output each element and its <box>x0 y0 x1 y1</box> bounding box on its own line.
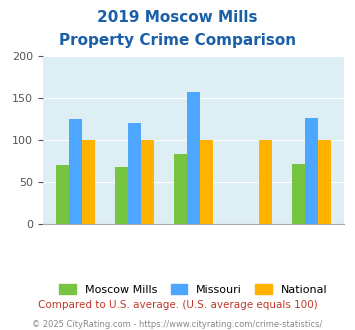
Bar <box>56 166 69 224</box>
Bar <box>174 154 187 224</box>
Text: © 2025 CityRating.com - https://www.cityrating.com/crime-statistics/: © 2025 CityRating.com - https://www.city… <box>32 320 323 329</box>
Text: Compared to U.S. average. (U.S. average equals 100): Compared to U.S. average. (U.S. average … <box>38 300 317 310</box>
Bar <box>128 123 141 224</box>
Text: Property Crime Comparison: Property Crime Comparison <box>59 33 296 48</box>
Bar <box>318 140 331 224</box>
Bar <box>259 140 272 224</box>
Bar <box>69 119 82 224</box>
Bar <box>200 140 213 224</box>
Bar <box>115 167 128 224</box>
Bar <box>305 117 318 224</box>
Text: 2019 Moscow Mills: 2019 Moscow Mills <box>97 10 258 25</box>
Bar <box>292 164 305 224</box>
Bar <box>187 92 200 224</box>
Legend: Moscow Mills, Missouri, National: Moscow Mills, Missouri, National <box>55 280 332 300</box>
Bar <box>82 140 95 224</box>
Bar <box>141 140 154 224</box>
